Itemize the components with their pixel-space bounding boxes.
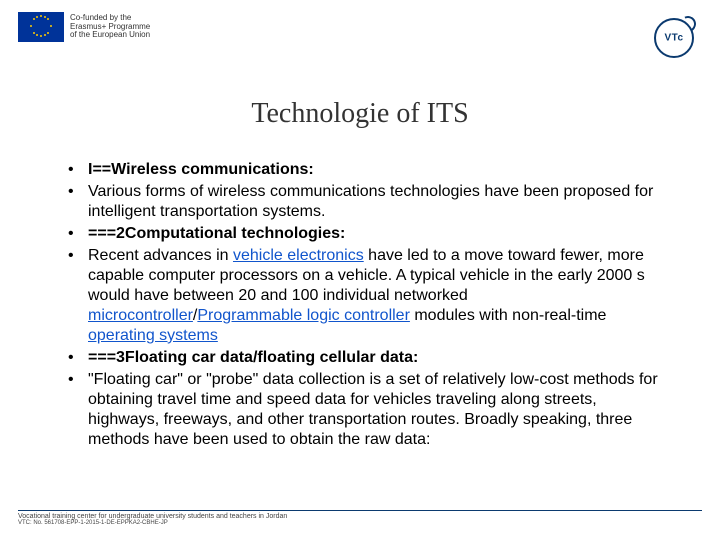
eu-flag-icon xyxy=(18,12,64,42)
list-item: "Floating car" or "probe" data collectio… xyxy=(68,370,666,450)
footer-line2: VTC: No. 561708-EPP-1-2015-1-DE-EPPKA2-C… xyxy=(18,520,702,526)
list-item: Recent advances in vehicle electronics h… xyxy=(68,246,666,346)
list-item-text: modules with non-real-time xyxy=(410,307,607,324)
list-item: ===3Floating car data/floating cellular … xyxy=(68,348,666,368)
inline-link[interactable]: microcontroller xyxy=(88,307,193,324)
inline-link[interactable]: Programmable logic controller xyxy=(197,307,410,324)
header: Co-funded by the Erasmus+ Programme of t… xyxy=(0,12,720,66)
list-item: I==Wireless communications: xyxy=(68,160,666,180)
content-body: I==Wireless communications: Various forms… xyxy=(68,160,666,452)
list-item: Various forms of wireless communications… xyxy=(68,182,666,222)
slide: Co-funded by the Erasmus+ Programme of t… xyxy=(0,0,720,540)
vtc-logo-icon: VTc xyxy=(654,18,694,58)
list-item-text: ===2Computational technologies: xyxy=(88,225,345,242)
list-item: ===2Computational technologies: xyxy=(68,224,666,244)
footer-line1: Vocational training center for undergrad… xyxy=(18,513,702,520)
footer: Vocational training center for undergrad… xyxy=(18,510,702,526)
inline-link[interactable]: operating systems xyxy=(88,327,218,344)
page-title: Technologie of ITS xyxy=(0,98,720,130)
bullet-list: I==Wireless communications: Various forms… xyxy=(68,160,666,450)
list-item-text: "Floating car" or "probe" data collectio… xyxy=(88,371,658,448)
eu-cofunded-block: Co-funded by the Erasmus+ Programme of t… xyxy=(18,12,150,42)
list-item-text: I==Wireless communications: xyxy=(88,161,314,178)
eu-cofunded-text: Co-funded by the Erasmus+ Programme of t… xyxy=(70,14,150,40)
list-item-text: ===3Floating car data/floating cellular … xyxy=(88,349,418,366)
vtc-logo-label: VTc xyxy=(664,33,683,44)
list-item-text: Various forms of wireless communications… xyxy=(88,183,653,220)
list-item-text: Recent advances in xyxy=(88,247,233,264)
inline-link[interactable]: vehicle electronics xyxy=(233,247,364,264)
eu-text-line3: of the European Union xyxy=(70,31,150,40)
